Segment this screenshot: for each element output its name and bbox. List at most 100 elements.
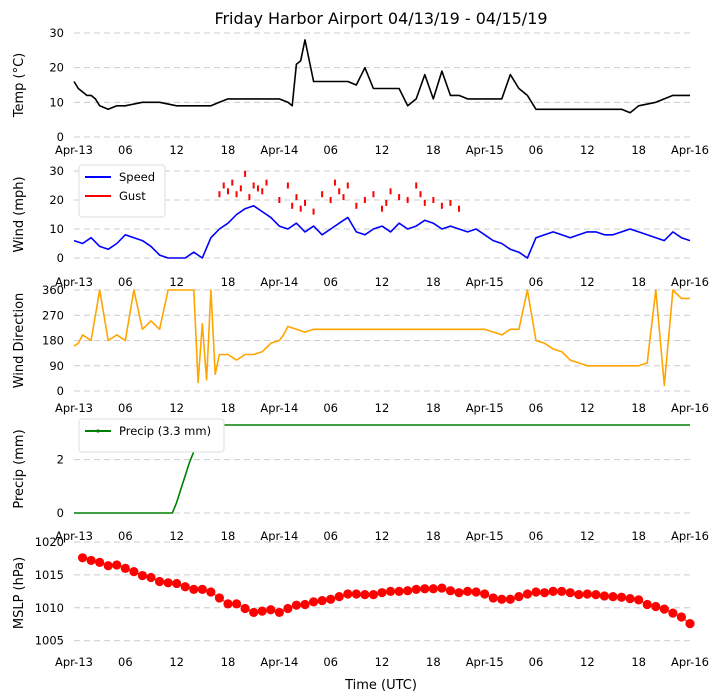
mslp-xtick-label: 06 xyxy=(529,655,544,669)
wind-gust-point xyxy=(381,205,383,212)
temp-xtick-label: Apr-13 xyxy=(55,143,93,157)
precip-xtick-label: Apr-13 xyxy=(55,529,93,543)
wind-gust-point xyxy=(321,191,324,198)
wind-direction-xtick-label: 12 xyxy=(375,401,390,415)
mslp-xtick-label: 18 xyxy=(631,655,646,669)
mslp-mslp-marker xyxy=(480,589,490,599)
wind-gust-point xyxy=(278,197,281,203)
mslp-mslp-marker xyxy=(334,592,344,602)
precip-panel: 0 2 Precip (mm) Apr-13 06 12 18 Apr-14 06 12 18 Apr… xyxy=(12,418,709,543)
mslp-mslp-marker xyxy=(308,597,319,607)
mslp-xtick-label: 12 xyxy=(375,655,390,669)
wind-xtick-label: 18 xyxy=(631,275,646,289)
mslp-mslp-marker xyxy=(257,606,267,616)
mslp-xtick-label: Apr-14 xyxy=(260,655,298,669)
temp-xtick-label: 18 xyxy=(221,143,236,157)
mslp-mslp-marker xyxy=(428,584,438,594)
wind-direction-ytick-label: 180 xyxy=(42,334,64,348)
mslp-mslp-marker xyxy=(445,586,456,596)
precip-xtick-label: Apr-15 xyxy=(466,529,504,543)
wind-gust-point xyxy=(372,191,375,198)
wind-gust-point xyxy=(398,194,401,201)
wind-xtick-label: 12 xyxy=(580,275,595,289)
wind-gust-point xyxy=(342,194,345,201)
mslp-mslp-marker xyxy=(326,594,336,604)
mslp-mslp-marker xyxy=(642,599,652,610)
mslp-xtick-label: Apr-16 xyxy=(671,655,709,669)
mslp-mslp-marker xyxy=(420,584,430,594)
wind-gust-point xyxy=(385,199,388,206)
temp-xtick-label: Apr-14 xyxy=(260,143,298,157)
wind-gust-point xyxy=(239,185,242,192)
mslp-mslp-marker xyxy=(616,592,627,602)
wind-direction-xtick-label: 18 xyxy=(426,401,441,415)
precip-xtick-label: Apr-16 xyxy=(671,529,709,543)
wind-gust-point xyxy=(248,194,251,201)
mslp-mslp-marker xyxy=(634,595,644,605)
wind-legend-label: Speed xyxy=(119,170,155,184)
mslp-mslp-marker xyxy=(206,587,216,597)
wind-gust-point xyxy=(244,170,247,177)
wind-xtick-label: Apr-14 xyxy=(260,275,298,289)
wind-gust-point xyxy=(265,179,268,186)
mslp-mslp-marker xyxy=(231,599,242,609)
mslp-mslp-marker xyxy=(377,588,387,598)
mslp-xtick-label: Apr-13 xyxy=(55,655,93,669)
mslp-mslp-marker xyxy=(291,600,302,610)
temp-xtick-label: 06 xyxy=(323,143,338,157)
temp-ytick-label: 0 xyxy=(57,130,64,144)
mslp-mslp-marker xyxy=(497,594,507,604)
mslp-mslp-marker xyxy=(214,593,225,603)
precip-legend-swatch-marker xyxy=(96,429,100,433)
wind-gust-point xyxy=(355,202,358,209)
mslp-mslp-marker xyxy=(189,584,199,594)
wind-direction-xtick-label: Apr-13 xyxy=(55,401,93,415)
chart-title: Friday Harbor Airport 04/13/19 - 04/15/1… xyxy=(214,9,547,28)
wind-xtick-label: 06 xyxy=(118,275,133,289)
temp-ytick-label: 10 xyxy=(49,95,64,109)
wind-xtick-label: 18 xyxy=(221,275,236,289)
mslp-mslp-marker xyxy=(505,594,515,604)
wind-direction-xtick-label: Apr-15 xyxy=(466,401,504,415)
wind-direction-xtick-label: Apr-14 xyxy=(260,401,298,415)
mslp-xtick-label: 06 xyxy=(118,655,133,669)
mslp-xtick-label: 06 xyxy=(323,655,338,669)
wind-speed-line xyxy=(73,205,691,259)
wind-ytick-label: 20 xyxy=(49,193,64,207)
wind-gust-point xyxy=(304,199,306,206)
mslp-mslp-marker xyxy=(266,605,276,615)
mslp-mslp-marker xyxy=(360,590,370,600)
wind-direction-ytick-label: 270 xyxy=(42,308,64,322)
wind-gust-point xyxy=(227,188,229,195)
wind-direction-xtick-label: 18 xyxy=(221,401,236,415)
precip-xtick-label: 18 xyxy=(221,529,236,543)
mslp-mslp-marker xyxy=(86,555,96,566)
wind-direction-xtick-label: Apr-16 xyxy=(671,401,709,415)
mslp-mslp-marker xyxy=(163,578,173,588)
mslp-mslp-marker xyxy=(599,591,610,601)
mslp-panel: 1005 1010 1015 1020 MSLP (hPa) Apr-13 06 12 18 Ap… xyxy=(12,535,709,669)
wind-gust-point xyxy=(231,179,234,186)
wind-panel: 0 10 20 30 Wind (mph) Apr-13 06 12 18 Apr-14 06 12 1… xyxy=(12,164,709,289)
wind-gust-point xyxy=(458,205,460,212)
wind-direction-ytick-label: 0 xyxy=(57,384,64,398)
temp-xtick-label: 18 xyxy=(631,143,646,157)
wind-gust-point xyxy=(346,182,349,189)
wind-direction-xtick-label: 06 xyxy=(118,401,133,415)
mslp-mslp-marker xyxy=(394,586,404,596)
temp-xtick-label: 06 xyxy=(118,143,133,157)
mslp-mslp-marker xyxy=(172,578,182,589)
mslp-ytick-label: 1010 xyxy=(35,601,64,615)
mslp-xtick-label: 12 xyxy=(169,655,184,669)
wind-direction-xtick-label: 06 xyxy=(529,401,544,415)
mslp-mslp-marker xyxy=(146,572,156,583)
temp-xtick-label: Apr-15 xyxy=(466,143,504,157)
precip-y-axis-label: Precip (mm) xyxy=(12,429,27,508)
wind-gust-point xyxy=(389,188,392,195)
mslp-mslp-marker xyxy=(403,586,413,596)
mslp-xtick-label: Apr-15 xyxy=(466,655,504,669)
precip-legend-label: Precip (3.3 mm) xyxy=(119,424,211,438)
wind-gust-point xyxy=(252,182,255,189)
wind-direction-y-axis-label: Wind Direction xyxy=(12,293,27,389)
mslp-mslp-marker xyxy=(557,586,567,596)
